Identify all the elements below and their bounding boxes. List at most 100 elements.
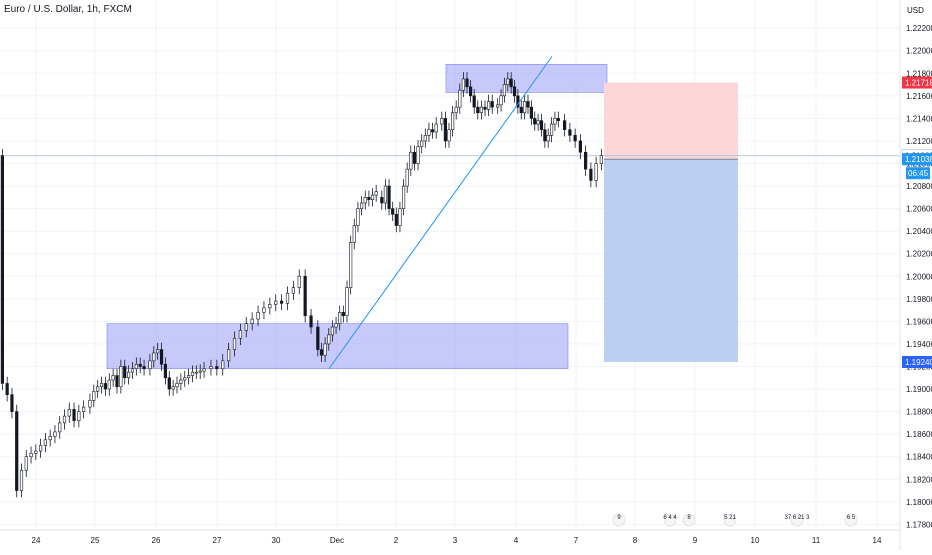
y-tick-label: 1.22000 bbox=[906, 47, 932, 56]
candle-body bbox=[34, 450, 38, 454]
zone-layer bbox=[0, 63, 900, 370]
candle-body bbox=[92, 390, 96, 401]
candle-body bbox=[330, 326, 335, 336]
candle-body bbox=[297, 275, 301, 288]
y-tick-label: 1.21600 bbox=[906, 92, 932, 101]
x-tick-label: 7 bbox=[574, 536, 579, 545]
candle-body bbox=[594, 163, 598, 181]
y-tick-label: 1.19000 bbox=[906, 385, 932, 394]
candle-body bbox=[227, 349, 231, 362]
candle-body bbox=[536, 120, 540, 125]
candle-body bbox=[506, 78, 510, 85]
candle-body bbox=[29, 453, 33, 458]
candle-body bbox=[24, 456, 28, 471]
candle-body bbox=[370, 194, 375, 200]
event-marker-text: 37 6 21 3 bbox=[784, 515, 810, 521]
candle-body bbox=[99, 383, 104, 388]
candle-body bbox=[39, 445, 43, 452]
candle-body bbox=[77, 411, 81, 421]
y-tick-label: 1.20400 bbox=[906, 227, 932, 236]
candle-body bbox=[119, 366, 123, 388]
candle-body bbox=[179, 379, 183, 384]
candle-body bbox=[152, 352, 156, 362]
candle-body bbox=[88, 400, 92, 408]
candle-body bbox=[543, 129, 547, 142]
candle-body bbox=[323, 343, 327, 356]
candle-body bbox=[486, 101, 491, 110]
candle-layer bbox=[0, 72, 603, 498]
x-tick-label: 8 bbox=[633, 536, 638, 545]
event-marker bbox=[612, 513, 626, 527]
candle-body bbox=[416, 146, 420, 164]
candle-body bbox=[383, 185, 388, 204]
event-marker-text: 9 bbox=[617, 515, 621, 521]
candle-body bbox=[374, 191, 378, 196]
candle-body bbox=[127, 371, 131, 379]
candle-body bbox=[409, 151, 413, 170]
y-tick-label: 1.20600 bbox=[906, 205, 932, 214]
symbol-title: Euro / U.S. Dollar, 1h, FXCM bbox=[4, 4, 132, 15]
x-tick-label: 25 bbox=[91, 536, 100, 545]
candle-body bbox=[142, 366, 146, 370]
candle-body bbox=[309, 315, 313, 328]
candle-body bbox=[341, 312, 345, 317]
candle-body bbox=[578, 140, 582, 153]
candle-body bbox=[349, 242, 353, 288]
candle-body bbox=[454, 106, 458, 114]
candle-body bbox=[352, 225, 356, 243]
candle-body bbox=[483, 106, 487, 110]
price-label-target bbox=[902, 355, 932, 368]
candle-body bbox=[316, 326, 320, 350]
candle-body bbox=[62, 415, 67, 424]
candle-body bbox=[221, 360, 225, 370]
price-label-text-entry: 1.21038 bbox=[905, 155, 932, 164]
candle-body bbox=[512, 86, 517, 97]
y-tick-label: 1.20000 bbox=[906, 272, 932, 281]
candle-body bbox=[553, 118, 557, 125]
candle-body bbox=[190, 371, 195, 376]
candle-body bbox=[268, 304, 272, 309]
candle-body bbox=[529, 106, 533, 119]
y-tick-label: 1.22200 bbox=[906, 24, 932, 33]
candle-body bbox=[148, 360, 152, 370]
candle-body bbox=[319, 349, 324, 356]
candle-body bbox=[274, 300, 278, 305]
y-tick-label: 1.17800 bbox=[906, 520, 932, 529]
candle-body bbox=[533, 118, 537, 125]
candle-body bbox=[359, 202, 364, 209]
candle-body bbox=[285, 292, 290, 304]
x-tick-label: 2 bbox=[394, 536, 399, 545]
candle-body bbox=[53, 431, 57, 437]
candle-body bbox=[107, 379, 111, 390]
candle-body bbox=[345, 287, 349, 317]
candle-body bbox=[490, 101, 494, 108]
y-tick-label: 1.19800 bbox=[906, 295, 932, 304]
candle-body bbox=[496, 104, 500, 108]
x-tick-label: Dec bbox=[330, 536, 344, 545]
candle-body bbox=[472, 95, 476, 108]
candle-body bbox=[367, 197, 371, 200]
event-marker bbox=[844, 513, 858, 527]
candle-body bbox=[194, 371, 198, 374]
candle-body bbox=[573, 135, 577, 142]
take-profit-area bbox=[604, 159, 738, 362]
candle-body bbox=[238, 330, 242, 339]
candle-body bbox=[43, 439, 47, 446]
candle-body bbox=[461, 78, 466, 91]
demand-zone bbox=[106, 323, 569, 370]
candle-body bbox=[502, 84, 507, 97]
candle-body bbox=[465, 78, 469, 88]
y-tick-label: 1.20200 bbox=[906, 250, 932, 259]
candle-body bbox=[546, 135, 550, 142]
price-label-text-target: 1.19240 bbox=[905, 358, 932, 367]
candle-body bbox=[380, 197, 384, 204]
candle-body bbox=[468, 86, 473, 97]
candle-body bbox=[523, 101, 527, 114]
candle-body bbox=[96, 386, 100, 392]
candle-body bbox=[568, 129, 572, 136]
candle-body bbox=[244, 323, 248, 331]
candle-body bbox=[458, 89, 462, 108]
